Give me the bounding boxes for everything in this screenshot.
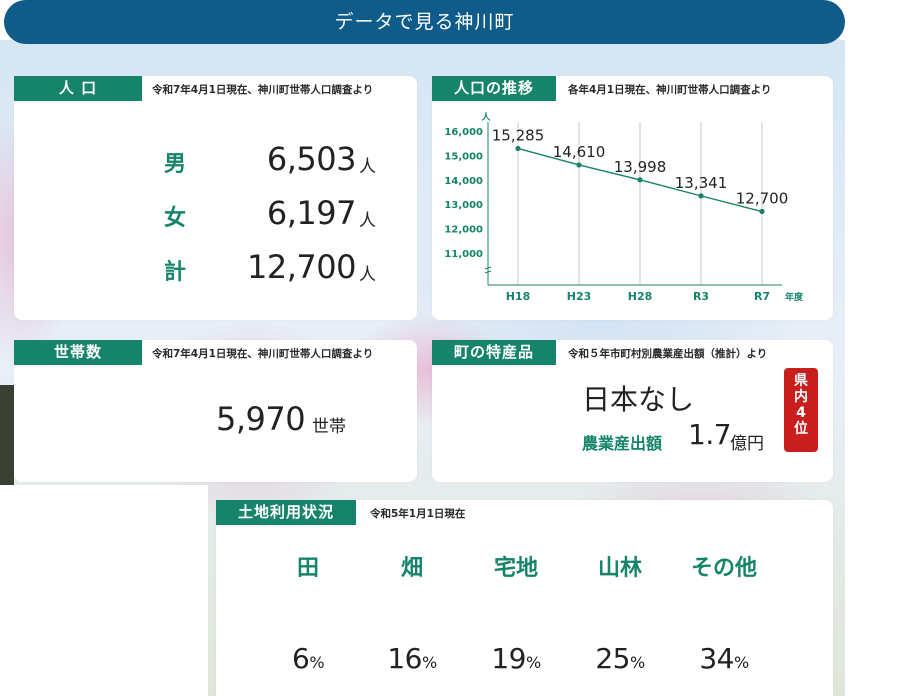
- y-axis-label: 人: [480, 111, 491, 123]
- data-point: [576, 162, 582, 168]
- population-unit: 人: [359, 211, 376, 231]
- land-use-name: その他: [690, 556, 757, 581]
- land-use-name: 山林: [597, 556, 642, 581]
- population-label: 女: [164, 206, 187, 231]
- land-use-number: 34: [699, 642, 734, 675]
- population-note: 令和7年4月1日現在、神川町世帯人口調査より: [152, 84, 374, 96]
- x-tick-label: H28: [628, 290, 653, 303]
- population-trend-chart: 11,000 12,000 13,000 14,000 15,000 16,000 人 H18…: [444, 111, 804, 303]
- land-use-name: 畑: [400, 556, 423, 581]
- data-point: [637, 177, 643, 183]
- land-use-card: 土地利用状況 令和5年1月1日現在 田 6% 畑 16% 宅地 19% 山林 2…: [216, 500, 833, 696]
- land-use-item: 山林 25%: [570, 550, 670, 675]
- land-use-value: 25%: [570, 642, 670, 675]
- population-row-total: 計 12,700 人: [164, 248, 384, 288]
- y-tick-label: 11,000: [444, 249, 483, 260]
- land-use-item: その他 34%: [674, 550, 774, 675]
- background-blank: [0, 485, 208, 696]
- population-label: 男: [164, 152, 187, 177]
- y-tick-label: 16,000: [444, 127, 483, 138]
- data-label: 13,341: [675, 174, 728, 192]
- population-value: 6,197: [266, 194, 357, 232]
- households-tag: 世帯数: [14, 340, 142, 365]
- households-value: 5,970: [216, 400, 306, 438]
- data-label: 15,285: [492, 126, 545, 144]
- population-row-female: 女 6,197 人: [164, 194, 384, 234]
- data-label: 14,610: [553, 143, 606, 161]
- population-card: 人 口 令和7年4月1日現在、神川町世帯人口調査より 男 6,503 人 女 6…: [14, 76, 417, 320]
- specialty-label: 農業産出額: [582, 434, 663, 453]
- x-tick-label: H18: [506, 290, 531, 303]
- page-title: データで見る神川町: [4, 0, 845, 44]
- y-tick-label: 14,000: [444, 176, 483, 187]
- y-tick-label: 15,000: [444, 151, 483, 162]
- population-value: 6,503: [266, 140, 357, 178]
- x-tick-label: R3: [693, 290, 709, 303]
- specialty-name: 日本なし: [582, 383, 695, 416]
- population-unit: 人: [359, 265, 376, 285]
- rank-char: 内: [794, 389, 808, 405]
- land-use-item: 畑 16%: [362, 550, 462, 675]
- data-point: [759, 208, 765, 215]
- specialty-value: 1.7: [688, 418, 732, 451]
- specialty-card: 町の特産品 令和５年市町村別農業産出額（推計）より 日本なし 農業産出額 1.7…: [432, 340, 833, 482]
- land-use-item: 宅地 19%: [466, 550, 566, 675]
- land-use-item: 田 6%: [258, 550, 358, 675]
- y-tick-label: 13,000: [444, 200, 483, 211]
- axis-break-mark: [484, 270, 492, 274]
- y-tick-label: 12,000: [444, 225, 483, 236]
- population-value: 12,700: [247, 248, 356, 286]
- x-tick-label: H23: [567, 290, 592, 303]
- land-use-unit: %: [629, 653, 645, 672]
- background-tree: [0, 385, 14, 485]
- data-label: 13,998: [614, 158, 667, 176]
- data-point: [515, 145, 521, 152]
- data-point: [698, 193, 704, 199]
- land-use-value: 16%: [362, 642, 462, 675]
- specialty-tag: 町の特産品: [432, 340, 556, 365]
- households-unit: 世帯: [312, 417, 346, 437]
- land-use-note: 令和5年1月1日現在: [370, 508, 466, 520]
- trend-tag: 人口の推移: [432, 76, 556, 101]
- households-note: 令和7年4月1日現在、神川町世帯人口調査より: [152, 348, 374, 360]
- population-row-male: 男 6,503 人: [164, 140, 384, 180]
- rank-char: 県: [794, 373, 808, 389]
- rank-char: 4: [796, 405, 806, 421]
- land-use-unit: %: [525, 653, 541, 672]
- land-use-number: 19: [491, 642, 526, 675]
- x-tick-label: R7: [754, 290, 770, 303]
- specialty-note: 令和５年市町村別農業産出額（推計）より: [568, 348, 768, 360]
- land-use-name: 田: [296, 556, 319, 581]
- population-unit: 人: [359, 157, 376, 177]
- data-label: 12,700: [736, 190, 789, 208]
- land-use-number: 25: [595, 642, 630, 675]
- rank-badge: 県 内 4 位: [784, 368, 818, 452]
- axis-break-mark: [484, 266, 492, 270]
- specialty-unit: 億円: [730, 434, 764, 454]
- land-use-value: 6%: [258, 642, 358, 675]
- land-use-unit: %: [733, 653, 749, 672]
- land-use-number: 16: [387, 642, 422, 675]
- trend-note: 各年4月1日現在、神川町世帯人口調査より: [568, 84, 772, 96]
- land-use-tag: 土地利用状況: [216, 500, 356, 525]
- land-use-number: 6: [291, 642, 310, 675]
- land-use-value: 34%: [674, 642, 774, 675]
- land-use-unit: %: [421, 653, 437, 672]
- households-card: 世帯数 令和7年4月1日現在、神川町世帯人口調査より 5,970 世帯: [14, 340, 417, 482]
- land-use-unit: %: [309, 653, 325, 672]
- population-label: 計: [164, 260, 187, 285]
- population-tag: 人 口: [14, 76, 142, 101]
- land-use-name: 宅地: [493, 556, 538, 581]
- land-use-value: 19%: [466, 642, 566, 675]
- rank-char: 位: [794, 421, 808, 437]
- x-axis-label: 年度: [785, 291, 804, 303]
- trend-card: 人口の推移 各年4月1日現在、神川町世帯人口調査より 11,000 12,000 1…: [432, 76, 833, 320]
